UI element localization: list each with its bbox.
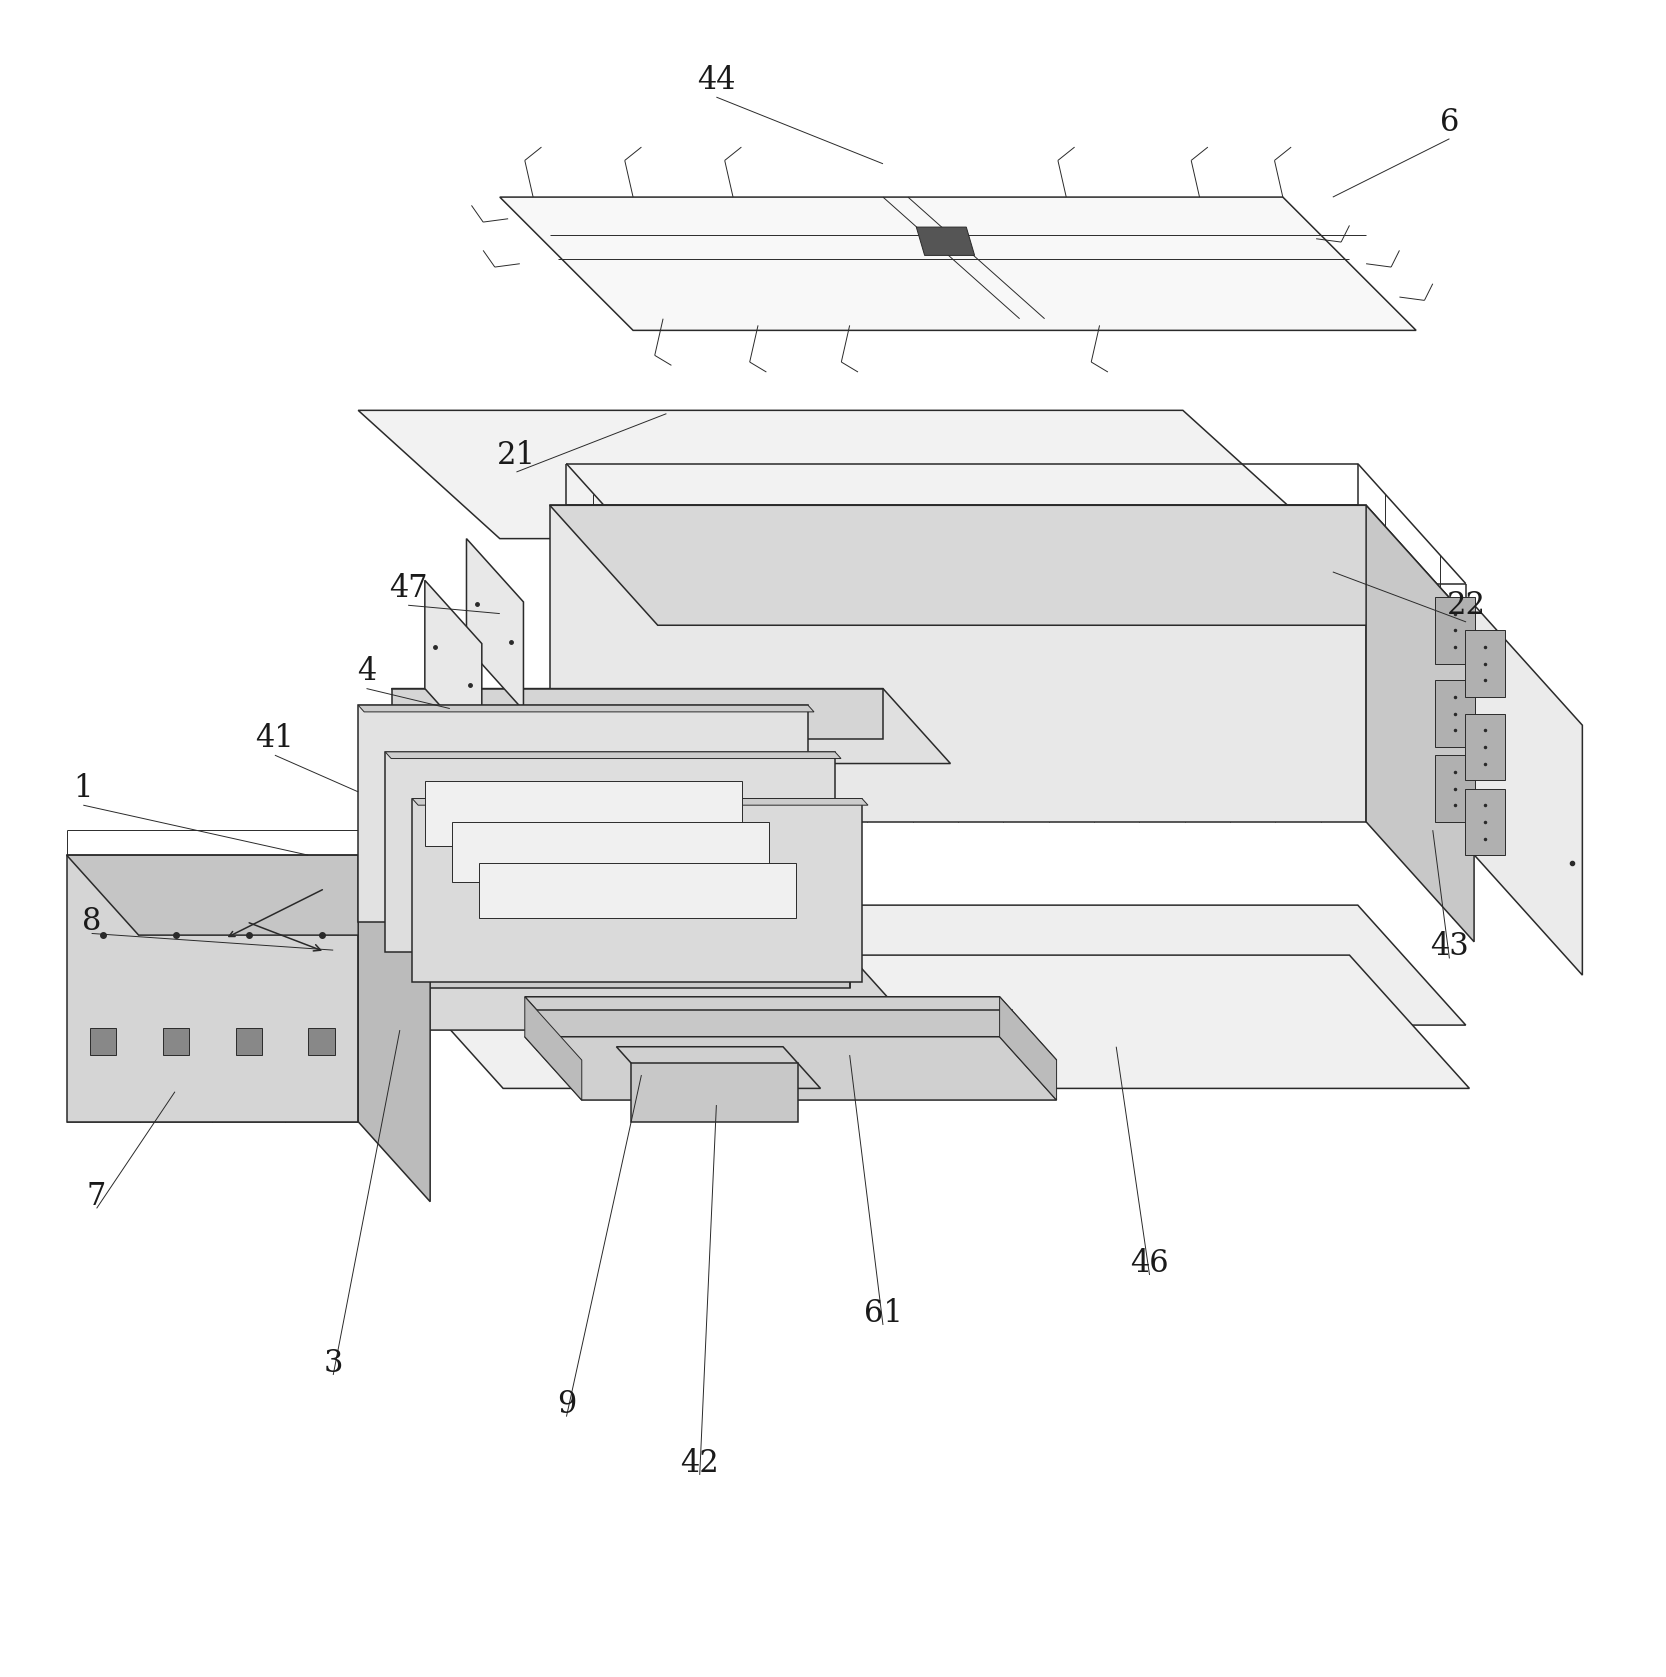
Polygon shape: [466, 538, 523, 711]
Polygon shape: [425, 580, 481, 751]
Polygon shape: [916, 226, 975, 255]
Polygon shape: [616, 1046, 820, 1088]
Polygon shape: [385, 751, 835, 953]
Polygon shape: [358, 706, 808, 922]
Text: 8: 8: [82, 906, 102, 937]
Polygon shape: [631, 1063, 798, 1122]
Polygon shape: [1464, 713, 1506, 780]
Polygon shape: [451, 822, 768, 882]
Text: 9: 9: [556, 1390, 576, 1420]
Polygon shape: [90, 1028, 117, 1055]
Text: 46: 46: [1130, 1248, 1170, 1280]
Text: 42: 42: [680, 1447, 720, 1479]
Text: 7: 7: [87, 1181, 107, 1212]
Polygon shape: [536, 1010, 1011, 1050]
Polygon shape: [392, 689, 950, 763]
Polygon shape: [385, 751, 841, 758]
Polygon shape: [412, 798, 861, 981]
Polygon shape: [358, 706, 815, 711]
Polygon shape: [292, 956, 916, 1030]
Polygon shape: [525, 996, 581, 1100]
Polygon shape: [383, 956, 1469, 1088]
Text: 21: 21: [496, 439, 536, 471]
Text: 1: 1: [73, 773, 93, 803]
Polygon shape: [412, 798, 868, 805]
Polygon shape: [163, 1028, 190, 1055]
Text: 3: 3: [323, 1348, 343, 1378]
Polygon shape: [1434, 597, 1476, 664]
Polygon shape: [1366, 505, 1474, 942]
Polygon shape: [358, 411, 1324, 538]
Text: 61: 61: [863, 1298, 903, 1328]
Text: 43: 43: [1429, 931, 1469, 963]
Polygon shape: [525, 1036, 1056, 1100]
Text: 6: 6: [1439, 107, 1459, 138]
Polygon shape: [525, 996, 1056, 1060]
Polygon shape: [500, 198, 1416, 330]
Polygon shape: [425, 781, 741, 847]
Polygon shape: [1474, 605, 1583, 974]
Text: 4: 4: [357, 656, 377, 688]
Polygon shape: [308, 1028, 335, 1055]
Polygon shape: [235, 1028, 262, 1055]
Text: 44: 44: [696, 65, 736, 96]
Polygon shape: [358, 855, 430, 1202]
Polygon shape: [292, 956, 850, 988]
Polygon shape: [1464, 631, 1506, 698]
Text: 22: 22: [1446, 590, 1486, 620]
Polygon shape: [1000, 996, 1056, 1100]
Polygon shape: [550, 505, 1474, 626]
Text: 41: 41: [255, 723, 295, 755]
Polygon shape: [1434, 755, 1476, 822]
Polygon shape: [1434, 681, 1476, 746]
Polygon shape: [392, 689, 883, 738]
Polygon shape: [480, 864, 796, 917]
Text: 47: 47: [388, 574, 428, 604]
Polygon shape: [550, 505, 1366, 822]
Polygon shape: [67, 855, 358, 1122]
Polygon shape: [733, 906, 1466, 1025]
Polygon shape: [67, 855, 430, 936]
Polygon shape: [1464, 788, 1506, 855]
